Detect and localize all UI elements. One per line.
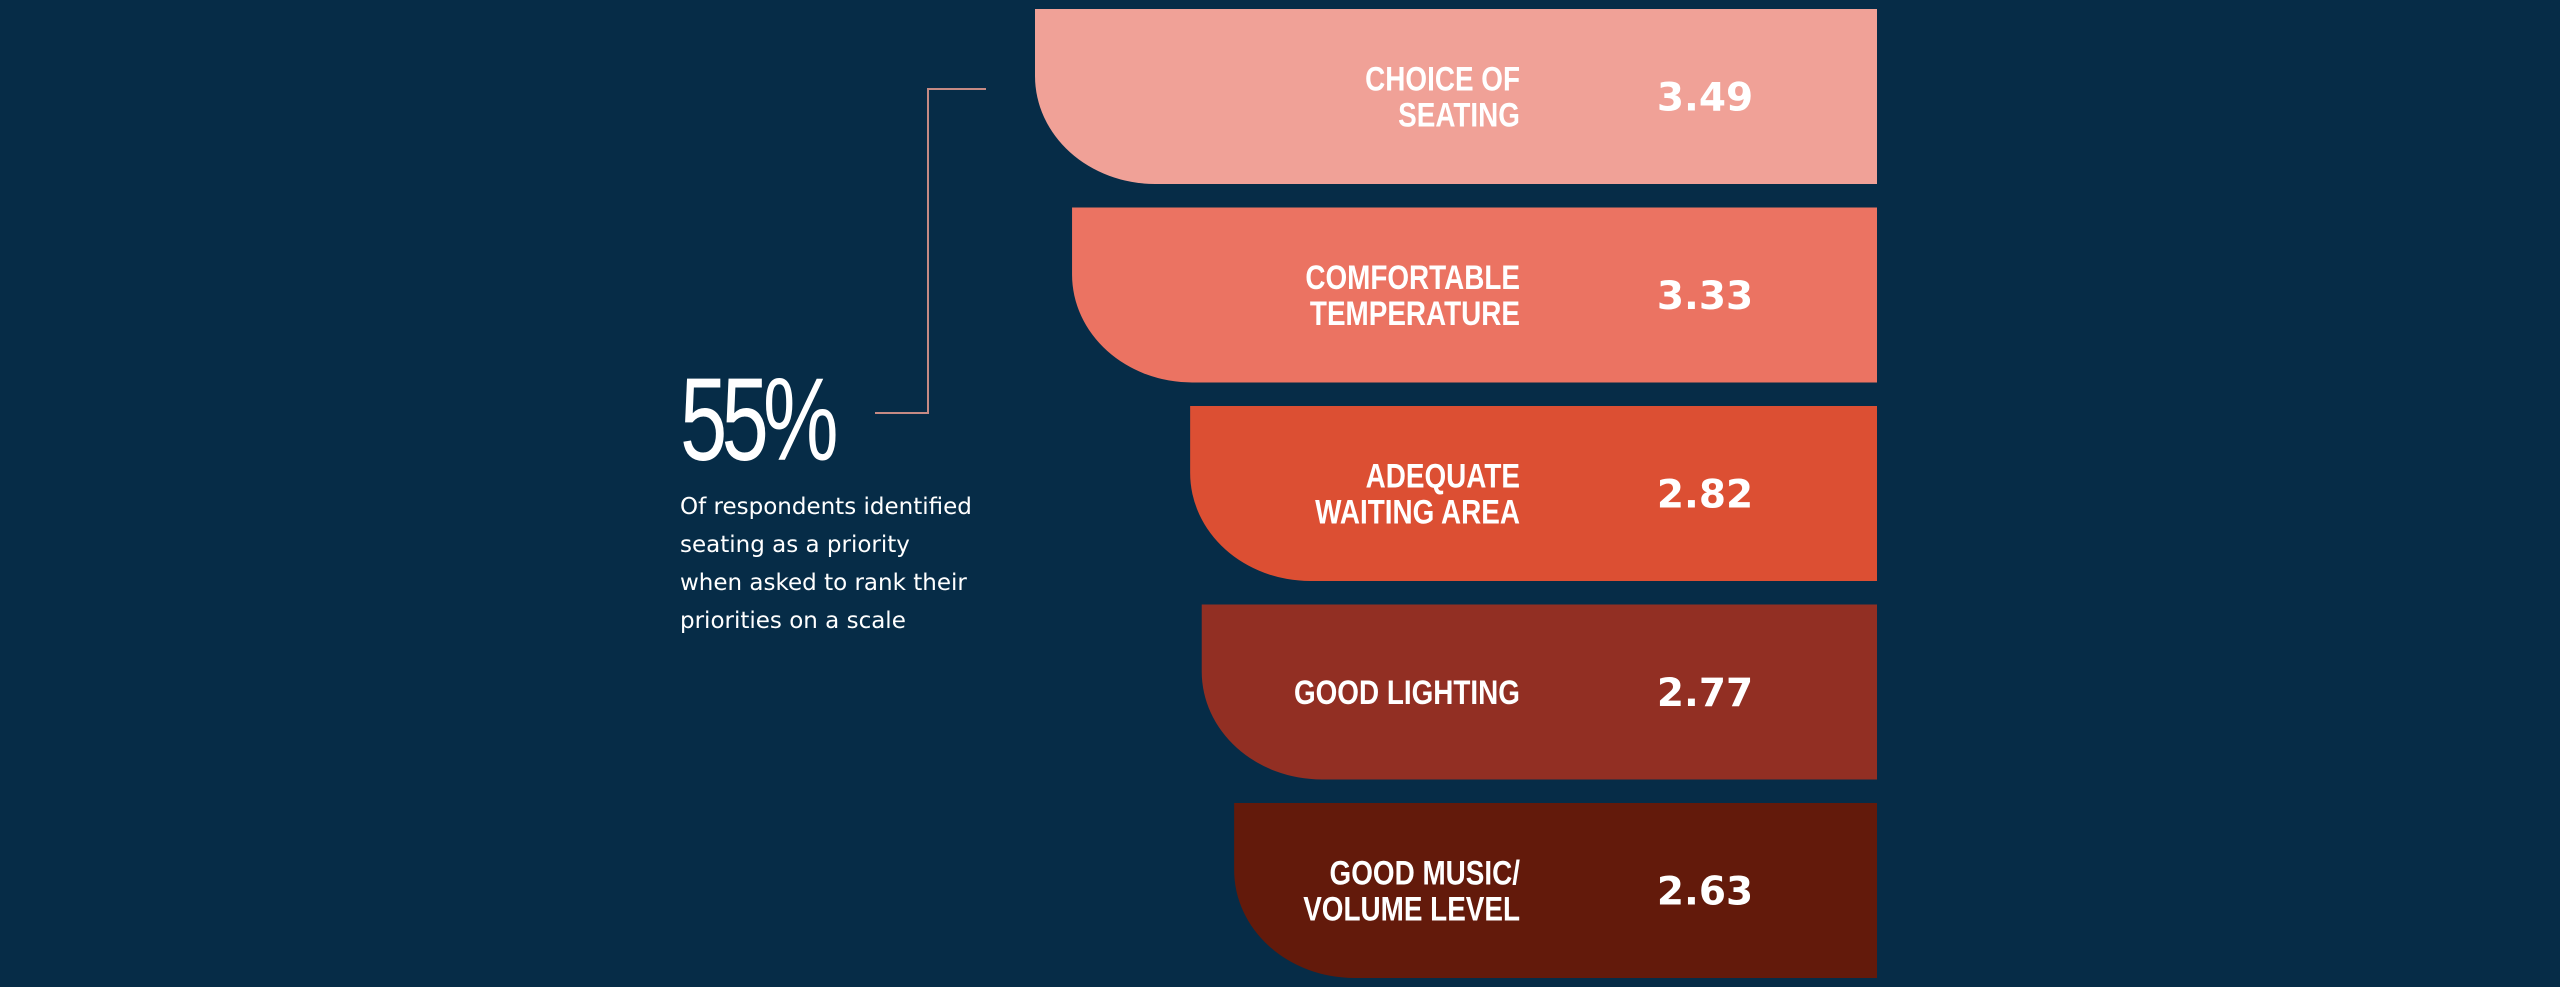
bar-category-label: VOLUME LEVEL <box>1303 890 1520 928</box>
bar-category-label: CHOICE OF <box>1365 60 1520 98</box>
bar-category-label: COMFORTABLE <box>1305 258 1520 296</box>
bar-value-label: 3.49 <box>1657 76 1753 121</box>
callout-caption-line: when asked to rank their <box>680 570 967 596</box>
bar <box>1190 406 1877 581</box>
callout-connector <box>875 88 986 414</box>
bar-category-label: GOOD MUSIC/ <box>1330 854 1521 892</box>
bar-value-label: 2.63 <box>1657 870 1753 915</box>
callout-block: 55% Of respondents identified seating as… <box>680 360 1020 640</box>
bar-value-label: 3.33 <box>1657 274 1753 319</box>
bar <box>1035 9 1877 184</box>
bar-category-label: SEATING <box>1398 96 1520 134</box>
bar-category-label: ADEQUATE <box>1366 457 1520 495</box>
bar <box>1201 604 1877 780</box>
bar <box>1234 803 1877 978</box>
callout-caption-line: Of respondents identified <box>680 494 972 520</box>
callout-caption: Of respondents identified seating as a p… <box>680 488 1020 640</box>
callout-percent: 55% <box>680 354 839 486</box>
callout-caption-line: priorities on a scale <box>680 608 906 634</box>
bar-category-label: TEMPERATURE <box>1310 294 1520 332</box>
bar-category-label: WAITING AREA <box>1315 493 1520 531</box>
bar <box>1072 207 1877 383</box>
bar-value-label: 2.77 <box>1657 671 1753 716</box>
bar-category-label: GOOD LIGHTING <box>1294 673 1520 711</box>
bar-value-label: 2.82 <box>1657 473 1753 518</box>
callout-caption-line: seating as a priority <box>680 532 910 558</box>
